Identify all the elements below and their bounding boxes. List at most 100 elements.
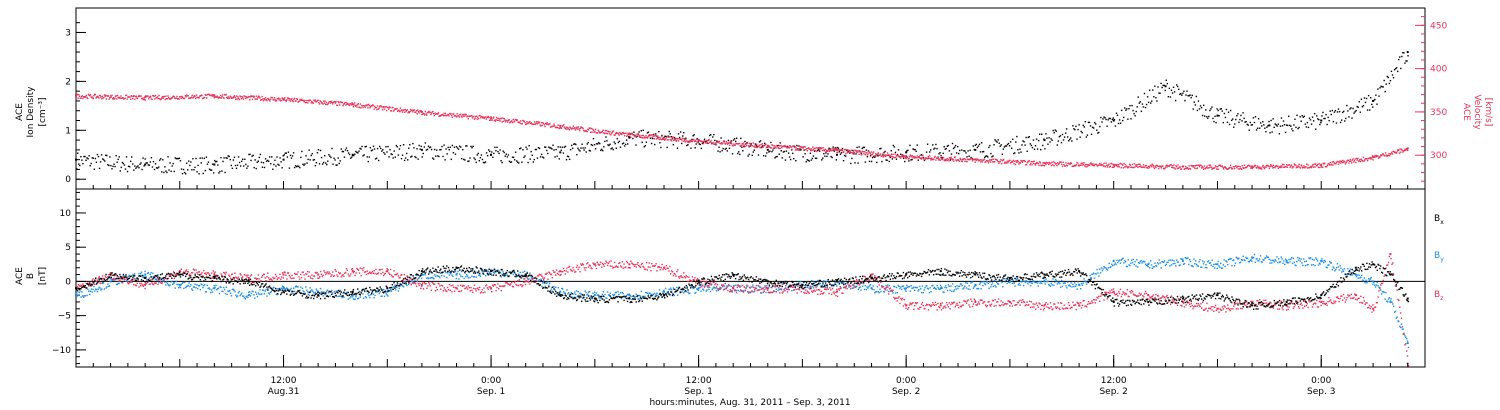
ion-density-series-sample bbox=[1036, 148, 1039, 150]
velocity-series-sample bbox=[625, 135, 628, 138]
by-series-sample bbox=[528, 278, 530, 280]
velocity-series-sample bbox=[1339, 160, 1341, 162]
ion-density-series-sample bbox=[149, 161, 152, 163]
velocity-series-sample bbox=[466, 115, 469, 117]
by-series-sample bbox=[656, 292, 658, 295]
ion-density-series-sample bbox=[109, 156, 111, 158]
velocity-series-sample bbox=[679, 137, 681, 140]
velocity-series-sample bbox=[794, 146, 796, 149]
by-series-sample bbox=[991, 282, 994, 284]
velocity-series-sample bbox=[567, 126, 569, 129]
by-series-sample bbox=[232, 288, 234, 291]
ion-density-series-sample bbox=[811, 157, 814, 160]
velocity-series-sample bbox=[1150, 164, 1152, 166]
by-series-sample bbox=[672, 287, 675, 289]
by-series-sample bbox=[929, 287, 931, 289]
ion-density-series-sample bbox=[1257, 118, 1260, 120]
by-series-sample bbox=[440, 274, 443, 277]
velocity-series-sample bbox=[495, 116, 498, 119]
ion-density-series-sample bbox=[1398, 58, 1400, 61]
by-series-sample bbox=[1334, 270, 1336, 272]
velocity-series-sample bbox=[284, 96, 286, 99]
by-series-sample bbox=[555, 286, 557, 289]
by-series-sample bbox=[927, 288, 930, 290]
ion-density-series-sample bbox=[942, 152, 944, 155]
velocity-series-sample bbox=[211, 94, 213, 96]
ion-density-series-sample bbox=[1265, 131, 1267, 133]
ion-density-series-sample bbox=[301, 150, 303, 153]
by-series-sample bbox=[1199, 259, 1201, 261]
velocity-series-sample bbox=[456, 113, 458, 115]
velocity-series-sample bbox=[291, 98, 293, 100]
ion-density-series-sample bbox=[1119, 122, 1122, 124]
by-series-sample bbox=[335, 290, 337, 292]
velocity-series-sample bbox=[1192, 166, 1194, 168]
by-series-sample bbox=[219, 286, 221, 288]
by-series-sample bbox=[395, 289, 397, 291]
ion-density-series-sample bbox=[340, 148, 343, 150]
velocity-series-sample bbox=[1138, 165, 1140, 168]
velocity-series-sample bbox=[961, 160, 963, 163]
ion-density-series-sample bbox=[1373, 99, 1375, 102]
by-series-sample bbox=[1336, 263, 1339, 265]
velocity-series-sample bbox=[1344, 161, 1346, 163]
velocity-series-sample bbox=[1106, 164, 1108, 167]
velocity-series-sample bbox=[334, 102, 337, 104]
ion-density-series-sample bbox=[1356, 105, 1358, 108]
velocity-series-sample bbox=[858, 153, 860, 156]
by-series-sample bbox=[1383, 291, 1385, 293]
by-series-sample bbox=[1279, 261, 1282, 263]
by-series-sample bbox=[497, 269, 499, 271]
by-series-sample bbox=[1194, 263, 1196, 265]
velocity-series-sample bbox=[697, 141, 699, 144]
by-series-sample bbox=[545, 282, 547, 285]
by-series-sample bbox=[1254, 261, 1257, 263]
ion-density-series-sample bbox=[1186, 90, 1188, 92]
velocity-series-sample bbox=[772, 147, 775, 149]
ion-density-series-sample bbox=[1349, 108, 1351, 110]
by-series-sample bbox=[362, 293, 364, 295]
velocity-series-sample bbox=[345, 101, 348, 104]
by-series-sample bbox=[242, 295, 244, 297]
by-series-sample bbox=[1138, 262, 1141, 264]
velocity-series-sample bbox=[1221, 165, 1224, 167]
by-series-sample bbox=[504, 274, 507, 277]
velocity-series-sample bbox=[1070, 162, 1073, 165]
velocity-series-sample bbox=[518, 121, 521, 123]
by-series-sample bbox=[277, 293, 279, 295]
ion-density-series-sample bbox=[710, 134, 712, 136]
ion-density-series-sample bbox=[1315, 128, 1317, 130]
ion-density-series-sample bbox=[142, 157, 144, 159]
ion-density-series-sample bbox=[490, 154, 492, 156]
velocity-series-sample bbox=[1208, 164, 1210, 166]
by-series-sample bbox=[288, 289, 291, 292]
ion-density-series-sample bbox=[1282, 120, 1285, 122]
ion-density-series-sample bbox=[836, 146, 839, 149]
by-series-sample bbox=[774, 286, 777, 288]
ion-density-series-sample bbox=[362, 155, 364, 157]
ion-density-series-sample bbox=[1081, 131, 1083, 134]
velocity-series-sample bbox=[1333, 162, 1336, 164]
velocity-series-sample bbox=[976, 159, 978, 162]
by-series-sample bbox=[581, 293, 583, 296]
ion-density-series-sample bbox=[561, 146, 564, 149]
by-series-sample bbox=[651, 294, 654, 296]
by-series-sample bbox=[638, 294, 641, 297]
by-series-sample bbox=[605, 297, 607, 299]
ion-density-series-sample bbox=[1403, 52, 1405, 54]
by-series-sample bbox=[657, 294, 659, 297]
velocity-series-sample bbox=[694, 139, 696, 142]
by-series-sample bbox=[1325, 266, 1327, 268]
velocity-series-sample bbox=[536, 120, 538, 123]
ion-density-series-sample bbox=[327, 160, 329, 162]
ion-density-series-sample bbox=[1339, 121, 1342, 124]
velocity-series-sample bbox=[129, 98, 132, 101]
by-series-sample bbox=[1143, 260, 1145, 262]
ion-density-series-sample bbox=[966, 156, 968, 158]
velocity-series-sample bbox=[881, 155, 883, 157]
ion-density-series-sample bbox=[647, 131, 650, 133]
velocity-series-sample bbox=[1128, 163, 1131, 166]
by-series-sample bbox=[775, 288, 777, 290]
by-series-sample bbox=[1293, 261, 1295, 264]
by-series-sample bbox=[1130, 262, 1132, 264]
